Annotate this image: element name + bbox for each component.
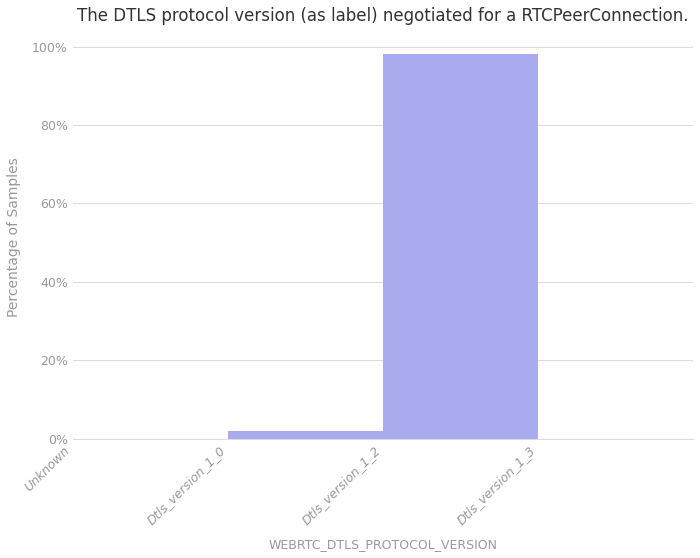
X-axis label: WEBRTC_DTLS_PROTOCOL_VERSION: WEBRTC_DTLS_PROTOCOL_VERSION — [268, 538, 498, 551]
Bar — [383, 55, 538, 439]
Bar — [228, 431, 383, 439]
Y-axis label: Percentage of Samples: Percentage of Samples — [7, 157, 21, 316]
Title: The DTLS protocol version (as label) negotiated for a RTCPeerConnection.: The DTLS protocol version (as label) neg… — [77, 7, 689, 25]
